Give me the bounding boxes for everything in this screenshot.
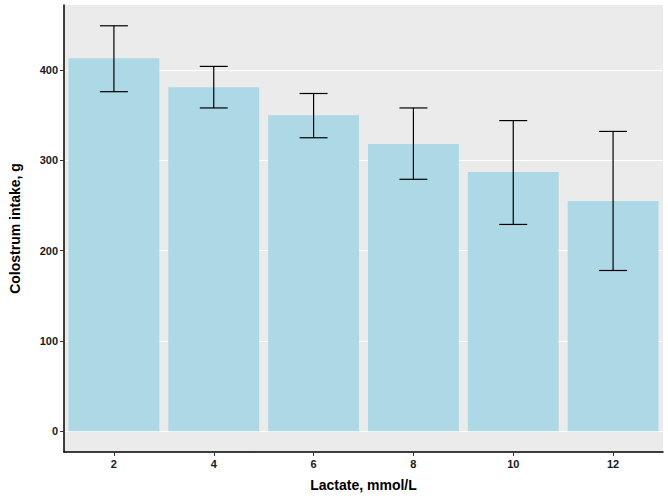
svg-text:Colostrum intake, g: Colostrum intake, g — [7, 163, 23, 294]
svg-text:300: 300 — [40, 154, 58, 166]
svg-text:Lactate, mmol/L: Lactate, mmol/L — [310, 477, 417, 493]
svg-text:12: 12 — [607, 458, 619, 470]
svg-text:0: 0 — [52, 425, 58, 437]
svg-text:200: 200 — [40, 245, 58, 257]
svg-text:2: 2 — [111, 458, 117, 470]
svg-text:10: 10 — [507, 458, 519, 470]
svg-text:8: 8 — [410, 458, 416, 470]
svg-text:6: 6 — [311, 458, 317, 470]
svg-text:100: 100 — [40, 335, 58, 347]
svg-text:4: 4 — [211, 458, 218, 470]
svg-text:400: 400 — [40, 64, 58, 76]
